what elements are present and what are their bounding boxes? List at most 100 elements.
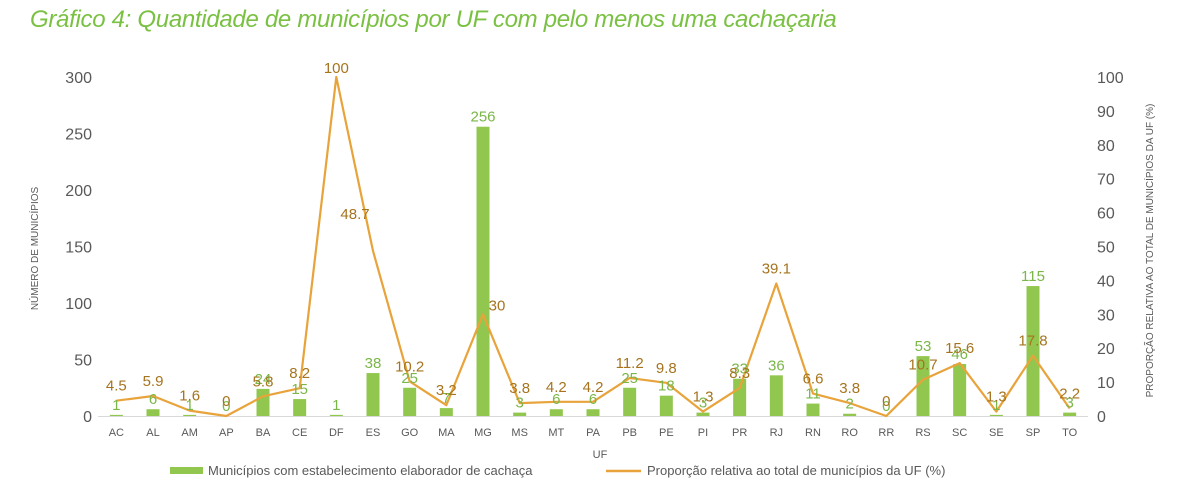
line-data-label-pi: 1.3 — [693, 389, 714, 406]
x-tick-label-rj: RJ — [770, 427, 783, 439]
line-data-label-ac: 4.5 — [106, 378, 127, 395]
y2-tick-label: 80 — [1097, 138, 1115, 155]
line-data-label-rj: 39.1 — [762, 260, 791, 277]
bar-data-label-ba: 24 — [255, 371, 272, 388]
x-tick-label-al: AL — [146, 427, 159, 439]
bar-data-label-ro: 2 — [845, 396, 853, 413]
line-data-label-rr: 0 — [882, 393, 890, 410]
x-tick-label-pa: PA — [586, 427, 601, 439]
y-tick-label: 200 — [65, 183, 92, 200]
x-tick-label-pe: PE — [659, 427, 674, 439]
x-tick-label-rs: RS — [915, 427, 930, 439]
line-data-label-mt: 4.2 — [546, 379, 567, 396]
line-data-label-rn: 6.6 — [803, 371, 824, 388]
y2-tick-label: 100 — [1097, 70, 1124, 87]
bar-ba — [256, 388, 270, 416]
y-tick-label: 250 — [65, 127, 92, 144]
y2-tick-label: 10 — [1097, 375, 1115, 392]
line-data-label-al: 5.9 — [143, 373, 164, 390]
x-tick-label-ms: MS — [511, 427, 528, 439]
bar-to — [1063, 412, 1077, 416]
bar-pr — [733, 378, 747, 416]
bar-data-label-es: 38 — [365, 355, 382, 372]
bar-data-label-mg: 256 — [470, 109, 495, 126]
line-data-label-ma: 3.2 — [436, 382, 457, 399]
line-data-label-go: 10.2 — [395, 358, 424, 375]
x-tick-label-pi: PI — [698, 427, 708, 439]
bar-ro — [843, 413, 857, 416]
bar-data-label-pr: 33 — [731, 361, 748, 378]
x-tick-label-ce: CE — [292, 427, 307, 439]
x-tick-label-ap: AP — [219, 427, 234, 439]
legend-label-line: Proporção relativa ao total de município… — [647, 463, 945, 478]
y2-tick-label: 30 — [1097, 307, 1115, 324]
x-tick-label-go: GO — [401, 427, 419, 439]
bar-data-label-ac: 1 — [112, 397, 120, 414]
x-tick-label-rn: RN — [805, 427, 821, 439]
line-data-label-rs: 10.7 — [908, 357, 937, 374]
bar-data-label-df: 1 — [332, 397, 340, 414]
x-tick-label-mt: MT — [548, 427, 564, 439]
bar-mg — [476, 126, 490, 416]
bar-sp — [1026, 286, 1040, 416]
y2-tick-label: 20 — [1097, 341, 1115, 358]
x-tick-label-to: TO — [1062, 427, 1078, 439]
y-tick-label: 100 — [65, 296, 92, 313]
line-data-label-pr: 8.3 — [729, 365, 750, 382]
bar-data-label-rr: 0 — [882, 398, 890, 415]
bar-pa — [586, 409, 600, 416]
line-series-proporcao — [116, 75, 1071, 418]
bar-am — [183, 414, 197, 416]
line-data-label-ce: 8.2 — [289, 365, 310, 382]
bar-data-label-pa: 6 — [589, 391, 597, 408]
bar-es — [366, 373, 380, 416]
y2-tick-label: 60 — [1097, 206, 1115, 223]
bar-data-label-rn: 11 — [805, 386, 821, 403]
bar-data-label-ms: 3 — [515, 395, 523, 412]
line-data-label-mg: 30 — [489, 297, 506, 314]
line-data-label-ro: 3.8 — [839, 380, 860, 397]
chart-title: Gráfico 4: Quantidade de municípios por … — [30, 6, 837, 33]
bar-go — [403, 387, 417, 416]
y2-tick-label: 90 — [1097, 104, 1115, 121]
bar-ce — [293, 399, 307, 416]
bar-data-label-sp: 115 — [1021, 268, 1045, 285]
bar-mt — [549, 409, 563, 416]
line-data-label-pe: 9.8 — [656, 360, 677, 377]
bar-data-label-am: 1 — [185, 397, 193, 414]
y2-tick-label: 0 — [1097, 409, 1106, 426]
line-data-label-ap: 0 — [222, 393, 230, 410]
bar-se — [989, 414, 1003, 416]
y-tick-label: 0 — [83, 409, 92, 426]
y-tick-label: 50 — [74, 353, 92, 370]
line-data-label-se: 1.3 — [986, 389, 1007, 406]
x-tick-label-ma: MA — [438, 427, 455, 439]
y-axis-title: NÚMERO DE MUNICÍPIOS — [28, 187, 41, 311]
y2-tick-label: 50 — [1097, 240, 1115, 257]
x-tick-label-mg: MG — [474, 427, 492, 439]
bar-data-label-ma: 7 — [442, 390, 450, 407]
bar-pi — [696, 412, 710, 416]
bar-data-label-rj: 36 — [768, 357, 785, 374]
line-data-label-pb: 11.2 — [616, 355, 644, 372]
line-data-label-df: 100 — [324, 60, 349, 77]
x-tick-label-pr: PR — [732, 427, 747, 439]
x-tick-label-se: SE — [989, 427, 1004, 439]
x-tick-label-sc: SC — [952, 427, 967, 439]
line-data-label-ms: 3.8 — [509, 380, 530, 397]
y2-axis-title: PROPORÇÃO RELATIVA AO TOTAL DE MUNICÍPIO… — [1143, 104, 1156, 398]
x-tick-label-rr: RR — [878, 427, 894, 439]
legend-label-bars: Municípios com estabelecimento elaborado… — [208, 463, 533, 478]
line-data-label-pa: 4.2 — [583, 379, 604, 396]
x-tick-label-am: AM — [181, 427, 198, 439]
line-data-label-to: 2.2 — [1059, 386, 1080, 403]
x-tick-label-ro: RO — [841, 427, 858, 439]
bar-data-label-ce: 15 — [291, 381, 308, 398]
x-tick-label-pb: PB — [622, 427, 637, 439]
x-tick-label-df: DF — [329, 427, 344, 439]
x-tick-label-sp: SP — [1026, 427, 1041, 439]
bar-df — [329, 414, 343, 416]
y-tick-label: 300 — [65, 70, 92, 87]
x-tick-label-ac: AC — [109, 427, 124, 439]
